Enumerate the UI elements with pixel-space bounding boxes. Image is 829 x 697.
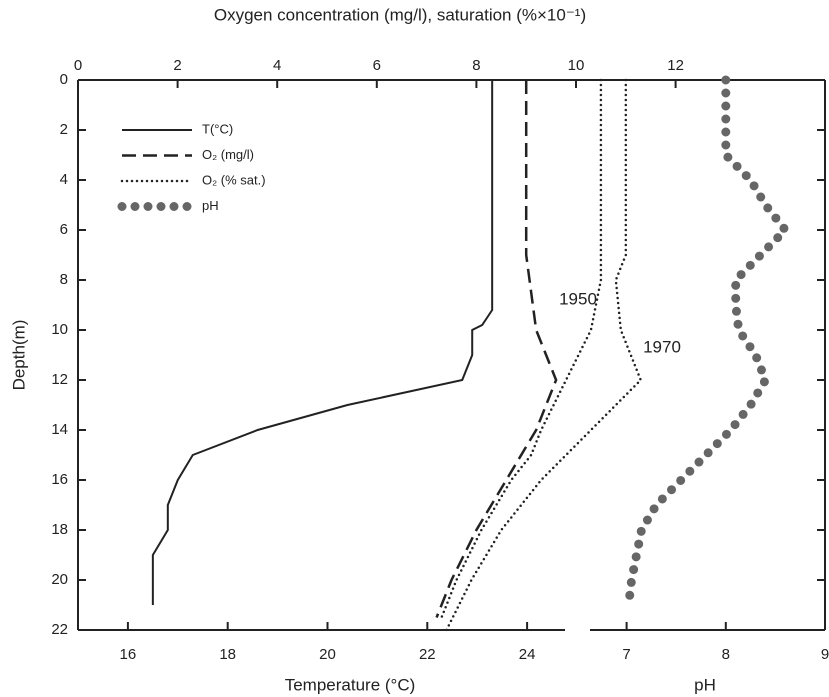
series-line [445,78,643,632]
y-axis-label: Depth(m) [9,320,28,391]
top-tick-label: 10 [568,57,585,74]
top-tick-label: 8 [472,57,480,74]
bottom-tick-label: 16 [120,646,137,663]
bottom-tick-label: 9 [821,646,829,663]
y-tick-label: 10 [51,321,68,338]
bottom-tick-label: 8 [722,646,730,663]
y-tick-label: 16 [51,471,68,488]
legend-label: O₂ (% sat.) [202,172,266,187]
top-tick-label: 12 [667,57,684,74]
bottom-tick-label: 7 [622,646,630,663]
y-tick-label: 14 [51,421,68,438]
top-axis-label: Oxygen concentration (mg/l), saturation … [214,5,586,24]
y-tick-label: 22 [51,621,68,638]
y-tick-label: 8 [60,271,68,288]
y-tick-label: 0 [60,71,68,88]
y-tick-label: 20 [51,571,68,588]
legend-label: O₂ (mg/l) [202,147,254,162]
bottom-tick-label: 20 [319,646,336,663]
y-tick-label: 2 [60,121,68,138]
series-annotation: 1970 [643,337,681,356]
temperature-axis-label: Temperature (°C) [285,675,416,694]
series-annotation: 1950 [559,289,597,308]
y-tick-label: 12 [51,371,68,388]
y-tick-label: 6 [60,221,68,238]
top-tick-label: 4 [273,57,281,74]
bottom-tick-label: 18 [219,646,236,663]
series-line [440,78,603,619]
top-tick-label: 0 [74,57,82,74]
top-tick-label: 2 [173,57,181,74]
bottom-tick-label: 22 [419,646,436,663]
legend-label: pH [202,198,219,213]
ph-axis-label: pH [694,675,716,694]
series-line [151,80,494,605]
top-tick-label: 6 [373,57,381,74]
legend-label: T(°C) [202,121,233,136]
y-tick-label: 18 [51,521,68,538]
bottom-tick-label: 24 [519,646,536,663]
y-tick-label: 4 [60,171,68,188]
series-line [624,75,792,610]
series-line [435,80,558,618]
